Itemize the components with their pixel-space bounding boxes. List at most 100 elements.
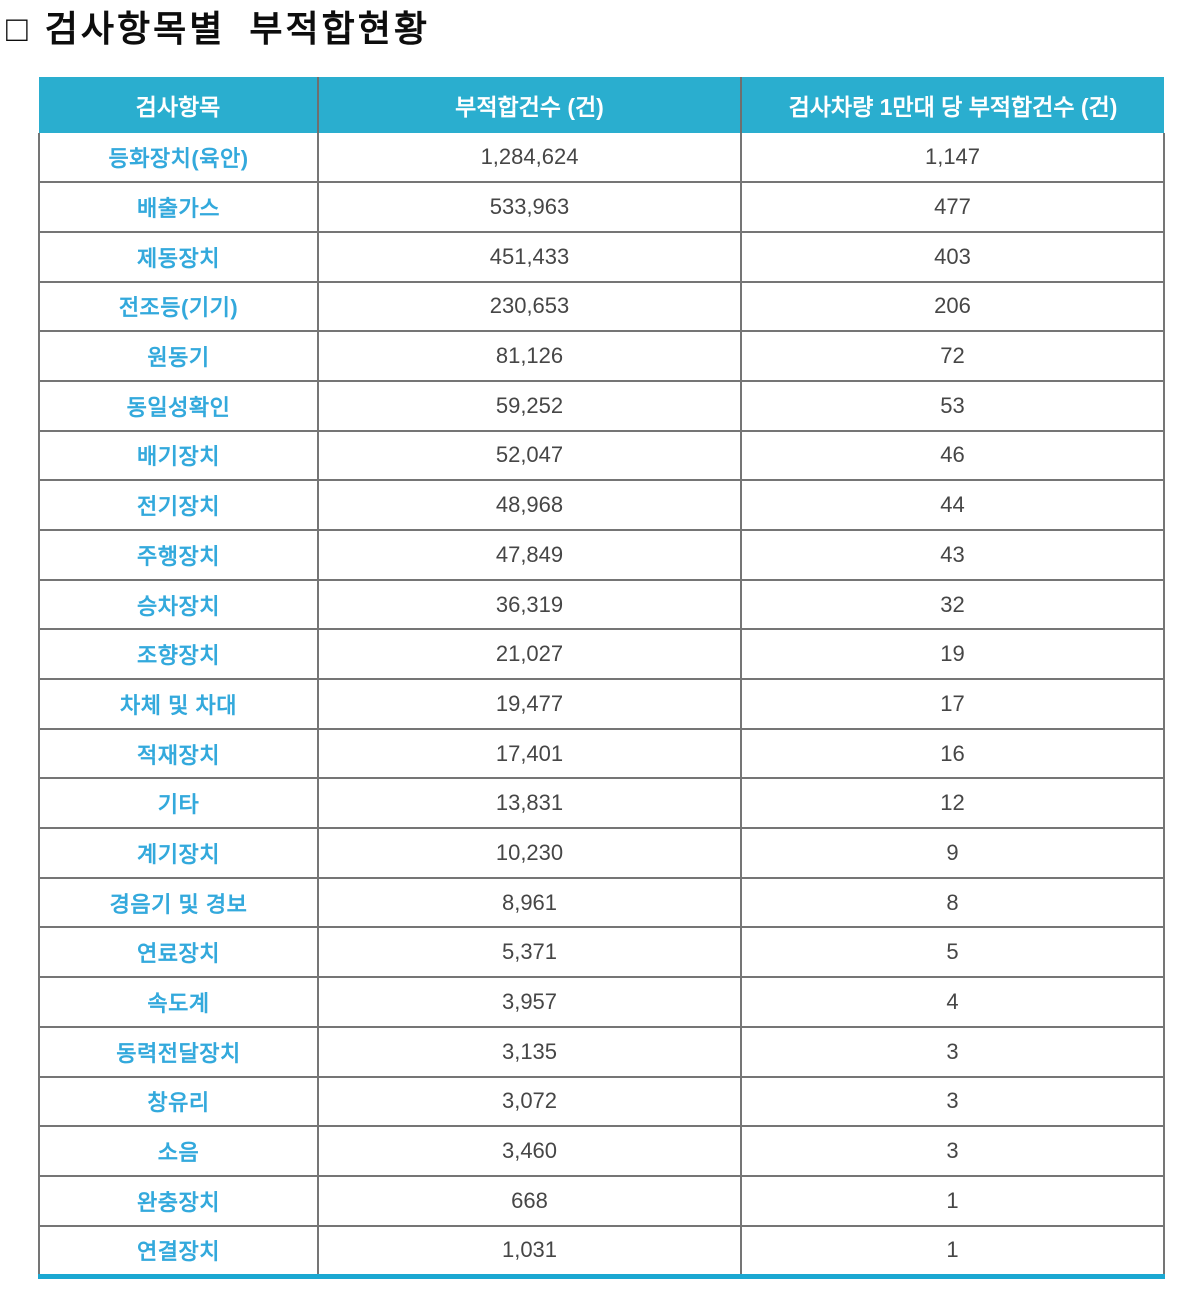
item-cell: 동일성확인	[38, 379, 318, 431]
count-cell: 48,968	[317, 479, 741, 530]
count-cell: 533,963	[317, 181, 741, 232]
table-row: 연료장치 5,371 5	[38, 926, 1165, 978]
count-cell: 8,961	[317, 876, 741, 928]
item-cell: 차체 및 차대	[38, 678, 318, 729]
count-cell: 3,072	[317, 1075, 741, 1127]
item-cell: 승차장치	[38, 578, 318, 630]
item-cell: 창유리	[38, 1075, 318, 1127]
item-cell: 속도계	[38, 976, 318, 1027]
table-row: 연결장치 1,031 1	[38, 1224, 1165, 1277]
rate-cell: 46	[740, 429, 1165, 481]
item-cell: 동력전달장치	[38, 1025, 318, 1077]
table-row: 완충장치 668 1	[38, 1174, 1165, 1226]
table-row: 기타 13,831 12	[38, 777, 1165, 829]
count-cell: 5,371	[317, 926, 741, 978]
table-row: 소음 3,460 3	[38, 1125, 1165, 1176]
table-row: 전조등(기기) 230,653 206	[38, 280, 1165, 332]
count-cell: 1,284,624	[317, 133, 741, 183]
square-bullet-icon: □	[6, 9, 31, 49]
count-cell: 451,433	[317, 230, 741, 282]
rate-cell: 8	[740, 876, 1165, 928]
count-cell: 13,831	[317, 777, 741, 829]
item-cell: 배출가스	[38, 181, 318, 232]
rate-cell: 4	[740, 976, 1165, 1027]
table-row: 계기장치 10,230 9	[38, 827, 1165, 878]
rate-cell: 17	[740, 678, 1165, 729]
count-cell: 230,653	[317, 280, 741, 332]
count-cell: 47,849	[317, 528, 741, 580]
rate-cell: 477	[740, 181, 1165, 232]
rate-cell: 1	[740, 1174, 1165, 1226]
table-row: 적재장치 17,401 16	[38, 727, 1165, 779]
rate-cell: 403	[740, 230, 1165, 282]
item-cell: 연료장치	[38, 926, 318, 978]
rate-cell: 43	[740, 528, 1165, 580]
table-row: 등화장치(육안) 1,284,624 1,147	[38, 133, 1165, 183]
inspection-table: 검사항목 부적합건수 (건) 검사차량 1만대 당 부적합건수 (건) 등화장치…	[38, 77, 1165, 1280]
col-header-rate: 검사차량 1만대 당 부적합건수 (건)	[740, 77, 1164, 134]
table-row: 전기장치 48,968 44	[38, 479, 1165, 530]
item-cell: 완충장치	[38, 1174, 318, 1226]
count-cell: 3,957	[317, 976, 741, 1027]
count-cell: 36,319	[317, 578, 741, 630]
header-row: 검사항목 부적합건수 (건) 검사차량 1만대 당 부적합건수 (건)	[39, 77, 1164, 134]
rate-cell: 206	[740, 280, 1165, 332]
item-cell: 경음기 및 경보	[38, 876, 318, 928]
table-row: 배기장치 52,047 46	[38, 429, 1165, 481]
table-row: 창유리 3,072 3	[38, 1075, 1165, 1127]
col-header-count: 부적합건수 (건)	[317, 77, 741, 134]
rate-cell: 9	[740, 827, 1165, 878]
count-cell: 81,126	[317, 330, 741, 381]
item-cell: 전조등(기기)	[38, 280, 318, 332]
count-cell: 21,027	[317, 628, 741, 680]
table-row: 동일성확인 59,252 53	[38, 379, 1165, 431]
rate-cell: 1,147	[740, 133, 1165, 183]
rate-cell: 3	[740, 1075, 1165, 1127]
item-cell: 원동기	[38, 330, 318, 381]
rate-cell: 1	[740, 1224, 1165, 1277]
count-cell: 10,230	[317, 827, 741, 878]
rate-cell: 5	[740, 926, 1165, 978]
count-cell: 19,477	[317, 678, 741, 729]
table-row: 주행장치 47,849 43	[38, 528, 1165, 580]
rate-cell: 16	[740, 727, 1165, 779]
count-cell: 59,252	[317, 379, 741, 431]
item-cell: 배기장치	[38, 429, 318, 481]
count-cell: 52,047	[317, 429, 741, 481]
item-cell: 전기장치	[38, 479, 318, 530]
rate-cell: 3	[740, 1125, 1165, 1176]
table-row: 동력전달장치 3,135 3	[38, 1025, 1165, 1077]
count-cell: 3,135	[317, 1025, 741, 1077]
table-row: 조향장치 21,027 19	[38, 628, 1165, 680]
table-container: 검사항목 부적합건수 (건) 검사차량 1만대 당 부적합건수 (건) 등화장치…	[38, 77, 1200, 1280]
table-row: 속도계 3,957 4	[38, 976, 1165, 1027]
rate-cell: 3	[740, 1025, 1165, 1077]
count-cell: 1,031	[317, 1224, 741, 1277]
table-row: 경음기 및 경보 8,961 8	[38, 876, 1165, 928]
table-row: 승차장치 36,319 32	[38, 578, 1165, 630]
page-title: □ 검사항목별 부적합현황	[6, 8, 1200, 50]
rate-cell: 72	[740, 330, 1165, 381]
item-cell: 주행장치	[38, 528, 318, 580]
rate-cell: 53	[740, 379, 1165, 431]
table-row: 제동장치 451,433 403	[38, 230, 1165, 282]
item-cell: 제동장치	[38, 230, 318, 282]
page-title-text: 검사항목별 부적합현황	[44, 9, 430, 49]
rate-cell: 44	[740, 479, 1165, 530]
item-cell: 조향장치	[38, 628, 318, 680]
count-cell: 668	[317, 1174, 741, 1226]
item-cell: 소음	[38, 1125, 318, 1176]
item-cell: 연결장치	[38, 1224, 318, 1277]
item-cell: 등화장치(육안)	[38, 133, 318, 183]
table-row: 차체 및 차대 19,477 17	[38, 678, 1165, 729]
item-cell: 계기장치	[38, 827, 318, 878]
item-cell: 기타	[38, 777, 318, 829]
table-row: 배출가스 533,963 477	[38, 181, 1165, 232]
col-header-item: 검사항목	[39, 77, 318, 134]
item-cell: 적재장치	[38, 727, 318, 779]
table-body: 등화장치(육안) 1,284,624 1,147 배출가스 533,963 477 제동장치…	[38, 133, 1165, 1277]
rate-cell: 19	[740, 628, 1165, 680]
count-cell: 17,401	[317, 727, 741, 779]
rate-cell: 12	[740, 777, 1165, 829]
rate-cell: 32	[740, 578, 1165, 630]
